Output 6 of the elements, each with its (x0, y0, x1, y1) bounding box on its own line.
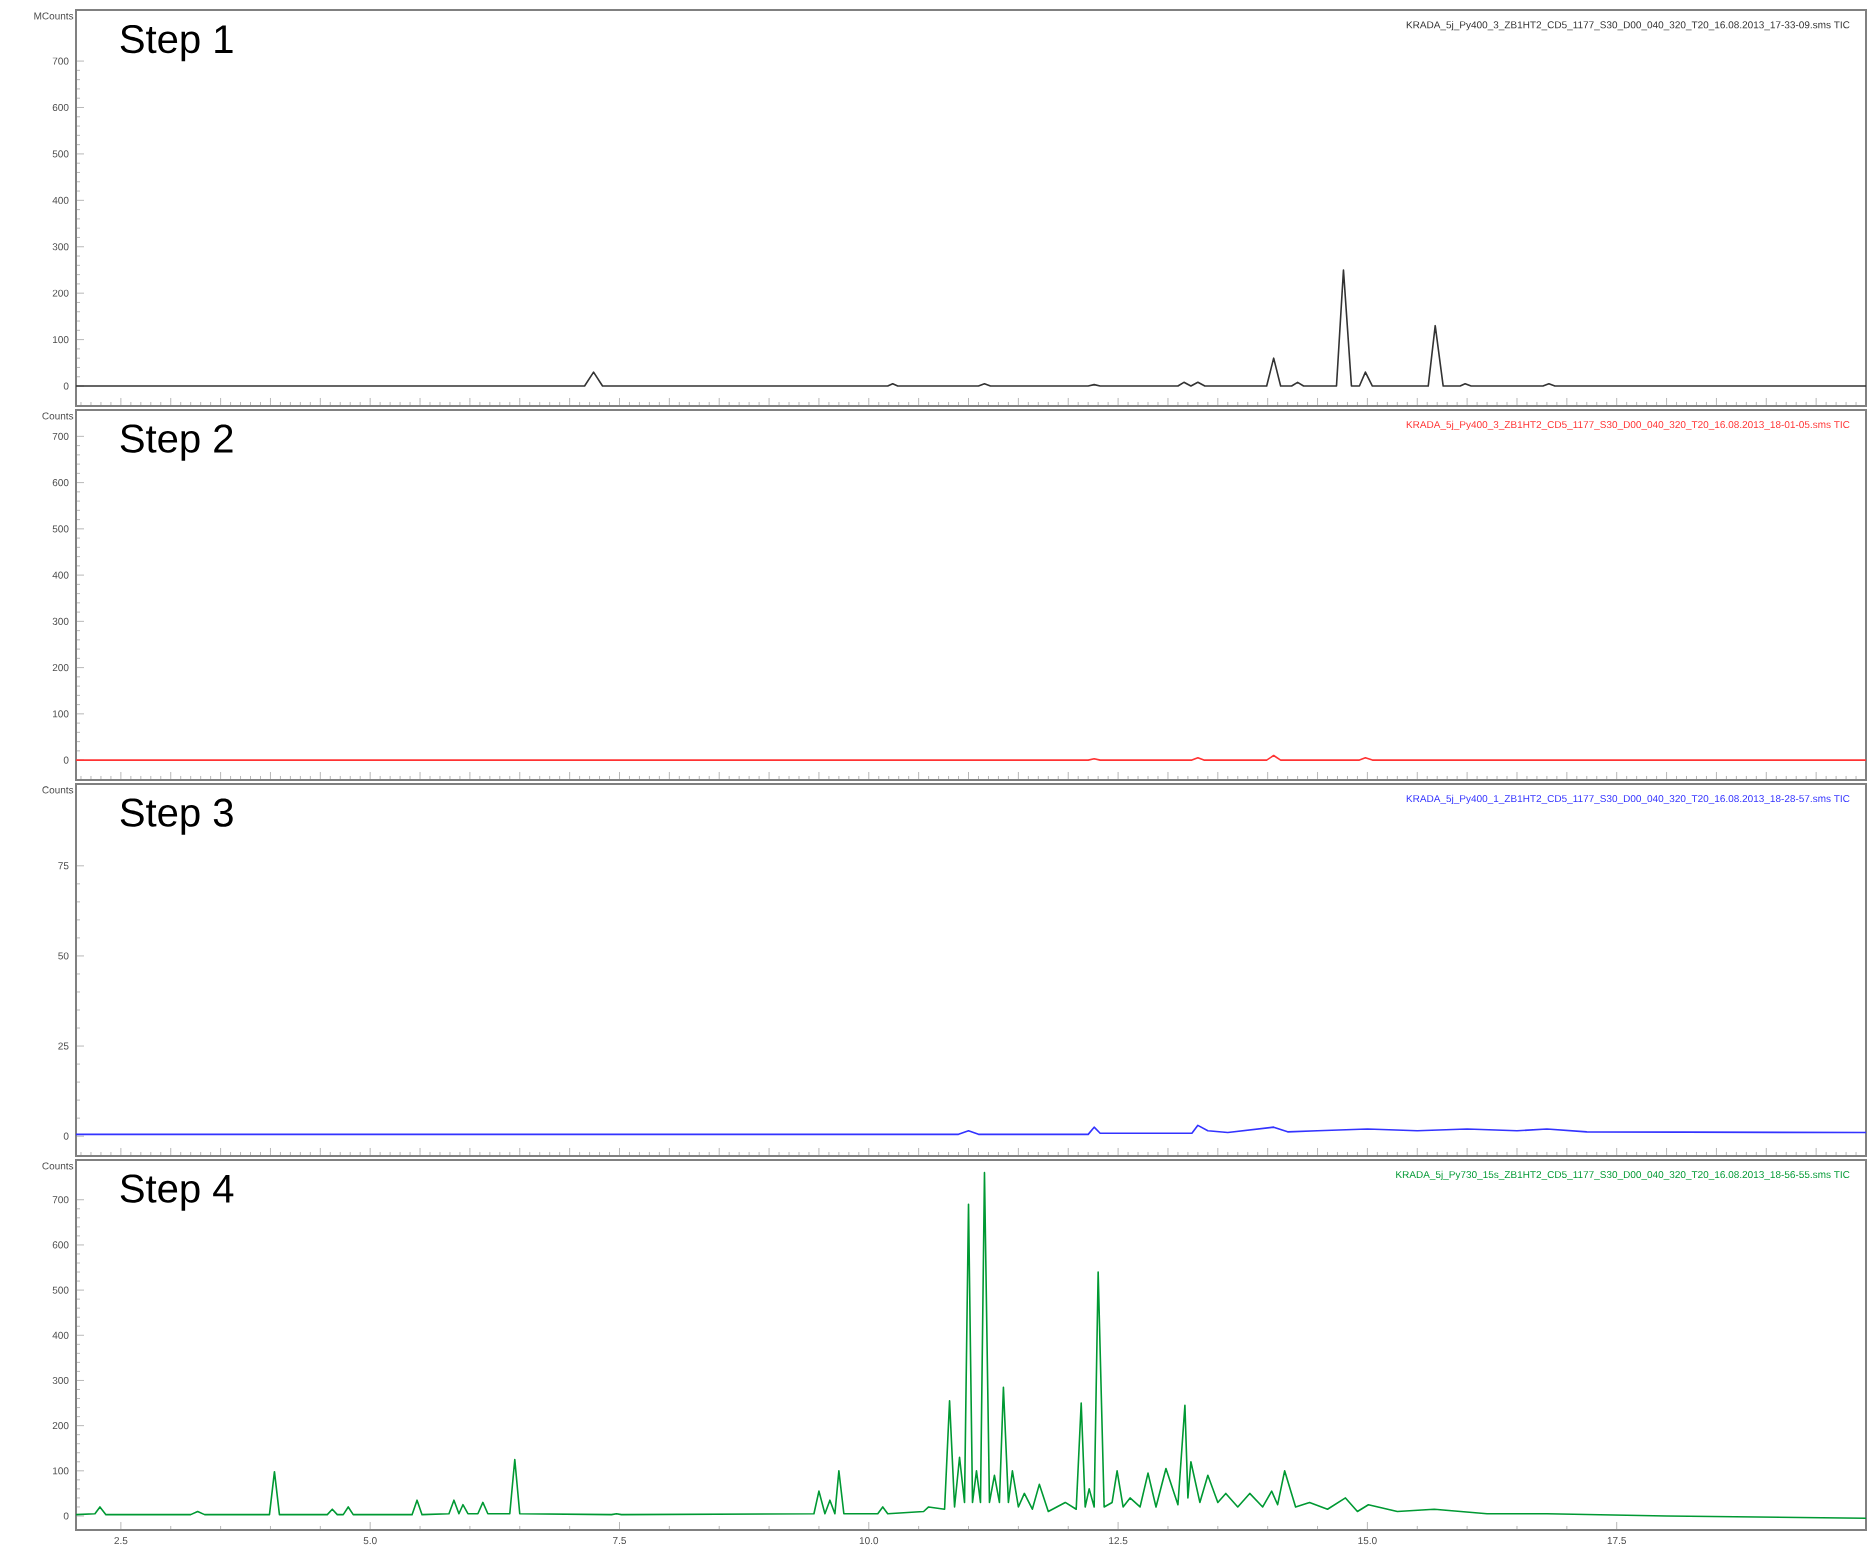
chart-title: Step 4 (120, 1174, 234, 1211)
chart-title: Step 1 (120, 25, 233, 62)
chart-title: Step 2 (120, 424, 233, 461)
line-series (75, 269, 1867, 387)
line-series (75, 1171, 1867, 1520)
chart-title: Step 3 (120, 798, 233, 835)
